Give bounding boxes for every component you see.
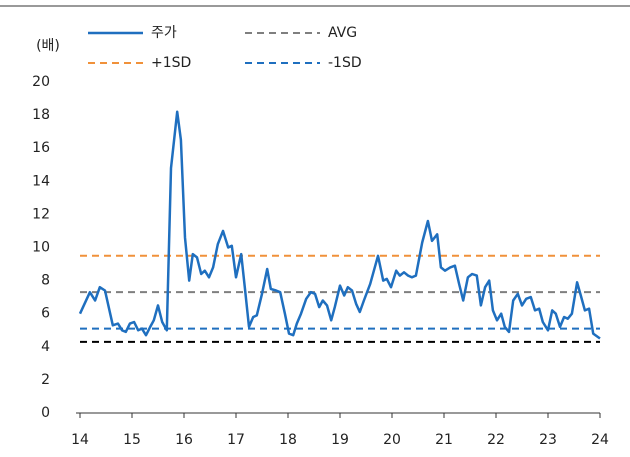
legend-label: 주가 <box>151 25 177 41</box>
legend-label: +1SD <box>151 55 191 71</box>
y-tick-label: 0 <box>41 405 50 421</box>
y-tick-label: 8 <box>41 273 50 289</box>
y-axis-label: (배) <box>36 38 60 54</box>
y-tick-label: 20 <box>32 74 50 90</box>
x-tick-label: 22 <box>487 432 505 448</box>
y-tick-label: 6 <box>41 306 50 322</box>
x-tick-label: 18 <box>279 432 297 448</box>
legend-label: AVG <box>328 25 357 41</box>
x-tick-label: 23 <box>539 432 557 448</box>
x-tick-label: 14 <box>71 432 89 448</box>
x-tick-label: 21 <box>435 432 453 448</box>
y-tick-label: 14 <box>32 173 50 189</box>
y-tick-label: 16 <box>32 140 50 156</box>
x-tick-label: 15 <box>123 432 141 448</box>
y-tick-label: 10 <box>32 240 50 256</box>
x-tick-label: 20 <box>383 432 401 448</box>
legend-label: -1SD <box>328 55 362 71</box>
y-tick-label: 12 <box>32 206 50 222</box>
y-tick-label: 4 <box>41 339 50 355</box>
x-tick-label: 17 <box>227 432 245 448</box>
x-tick-label: 24 <box>591 432 609 448</box>
series-line <box>78 110 601 340</box>
y-tick-label: 18 <box>32 107 50 123</box>
x-tick-label: 16 <box>175 432 193 448</box>
y-tick-label: 2 <box>41 372 50 388</box>
x-tick-label: 19 <box>331 432 349 448</box>
